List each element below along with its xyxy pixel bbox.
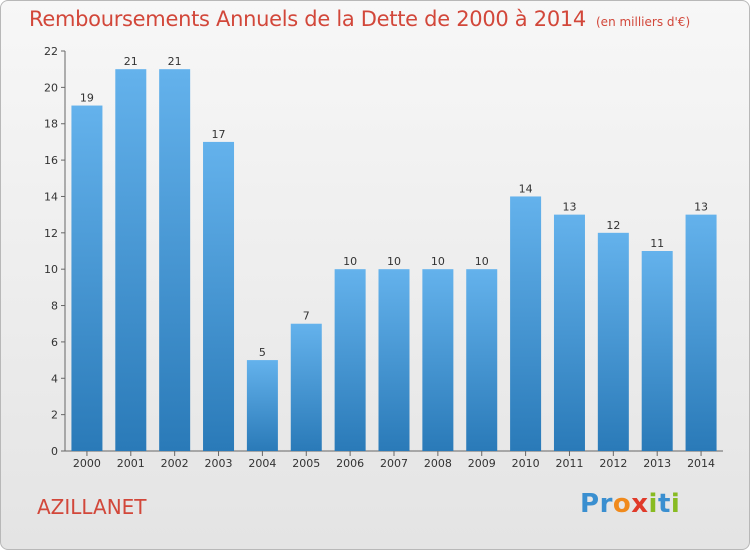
y-tick-label-18: 18 (44, 118, 58, 131)
value-label-2010: 14 (519, 182, 533, 195)
x-tick-label-2012: 2012 (599, 457, 627, 470)
x-tick-label-2006: 2006 (336, 457, 364, 470)
bar-2000 (71, 105, 103, 451)
x-tick-label-2003: 2003 (205, 457, 233, 470)
value-label-2013: 11 (650, 237, 664, 250)
bar-2014 (685, 214, 717, 451)
x-tick-label-2008: 2008 (424, 457, 452, 470)
y-tick-label-20: 20 (44, 81, 58, 94)
bar-2002 (159, 69, 191, 451)
value-label-2012: 12 (606, 219, 620, 232)
x-tick-label-2009: 2009 (468, 457, 496, 470)
bar-2004 (246, 360, 278, 451)
value-label-2009: 10 (475, 255, 489, 268)
y-tick-label-6: 6 (51, 336, 58, 349)
x-tick-label-2013: 2013 (643, 457, 671, 470)
chart-title-text: Remboursements Annuels de la Dette de 20… (29, 7, 586, 31)
y-tick-label-16: 16 (44, 154, 58, 167)
x-tick-label-2011: 2011 (555, 457, 583, 470)
value-label-2000: 19 (80, 92, 94, 105)
logo-letter-6: i (670, 489, 681, 519)
y-tick-label-22: 22 (44, 45, 58, 58)
chart-title: Remboursements Annuels de la Dette de 20… (29, 7, 690, 31)
bar-chart: 0 2 4 6 8 10 12 14 16 18 20 22 2000 2001 2002 2003 2004 2… (44, 45, 723, 470)
logo-letter-1: r (599, 489, 613, 519)
x-tick-label-2010: 2010 (512, 457, 540, 470)
x-tick-label-2005: 2005 (292, 457, 320, 470)
chart-bars: 19 21 21 17 5 7 10 10 10 10 14 13 12 11 13 (71, 55, 717, 451)
logo-letter-0: P (580, 489, 600, 519)
bar-2006 (334, 269, 366, 451)
x-tick-label-2004: 2004 (248, 457, 276, 470)
chart-axes: 0 2 4 6 8 10 12 14 16 18 20 22 2000 2001 2002 2003 2004 2… (44, 45, 723, 470)
bar-2005 (290, 323, 322, 451)
x-tick-label-2000: 2000 (73, 457, 101, 470)
logo-letter-4: i (648, 489, 658, 519)
value-label-2014: 13 (694, 201, 708, 214)
x-tick-label-2001: 2001 (117, 457, 145, 470)
value-label-2001: 21 (124, 55, 138, 68)
y-tick-label-2: 2 (51, 409, 58, 422)
value-label-2003: 17 (212, 128, 226, 141)
y-tick-label-0: 0 (51, 445, 58, 458)
bar-2007 (378, 269, 410, 451)
logo-letter-5: t (657, 489, 671, 519)
value-label-2002: 21 (168, 55, 182, 68)
value-label-2008: 10 (431, 255, 445, 268)
commune-name: AZILLANET (37, 495, 147, 519)
value-label-2011: 13 (562, 201, 576, 214)
y-tick-label-12: 12 (44, 227, 58, 240)
y-tick-label-8: 8 (51, 300, 58, 313)
y-tick-label-4: 4 (51, 372, 58, 385)
logo-letter-2: o (612, 489, 632, 519)
bar-2011 (553, 214, 585, 451)
value-label-2006: 10 (343, 255, 357, 268)
value-label-2004: 5 (259, 346, 266, 359)
bar-2012 (597, 232, 629, 451)
y-tick-label-10: 10 (44, 263, 58, 276)
bar-2003 (203, 141, 235, 451)
bar-2010 (510, 196, 542, 451)
bar-2001 (115, 69, 147, 451)
bar-2013 (641, 251, 673, 451)
value-label-2007: 10 (387, 255, 401, 268)
y-tick-label-14: 14 (44, 190, 58, 203)
x-tick-label-2007: 2007 (380, 457, 408, 470)
bar-2008 (422, 269, 454, 451)
x-tick-label-2014: 2014 (687, 457, 715, 470)
logo-letter-3: x (631, 489, 649, 519)
x-tick-label-2002: 2002 (161, 457, 189, 470)
bar-2009 (466, 269, 498, 451)
proxiti-logo: Proxiti (580, 489, 680, 519)
chart-unit: (en milliers d'€) (596, 15, 691, 29)
value-label-2005: 7 (303, 310, 310, 323)
